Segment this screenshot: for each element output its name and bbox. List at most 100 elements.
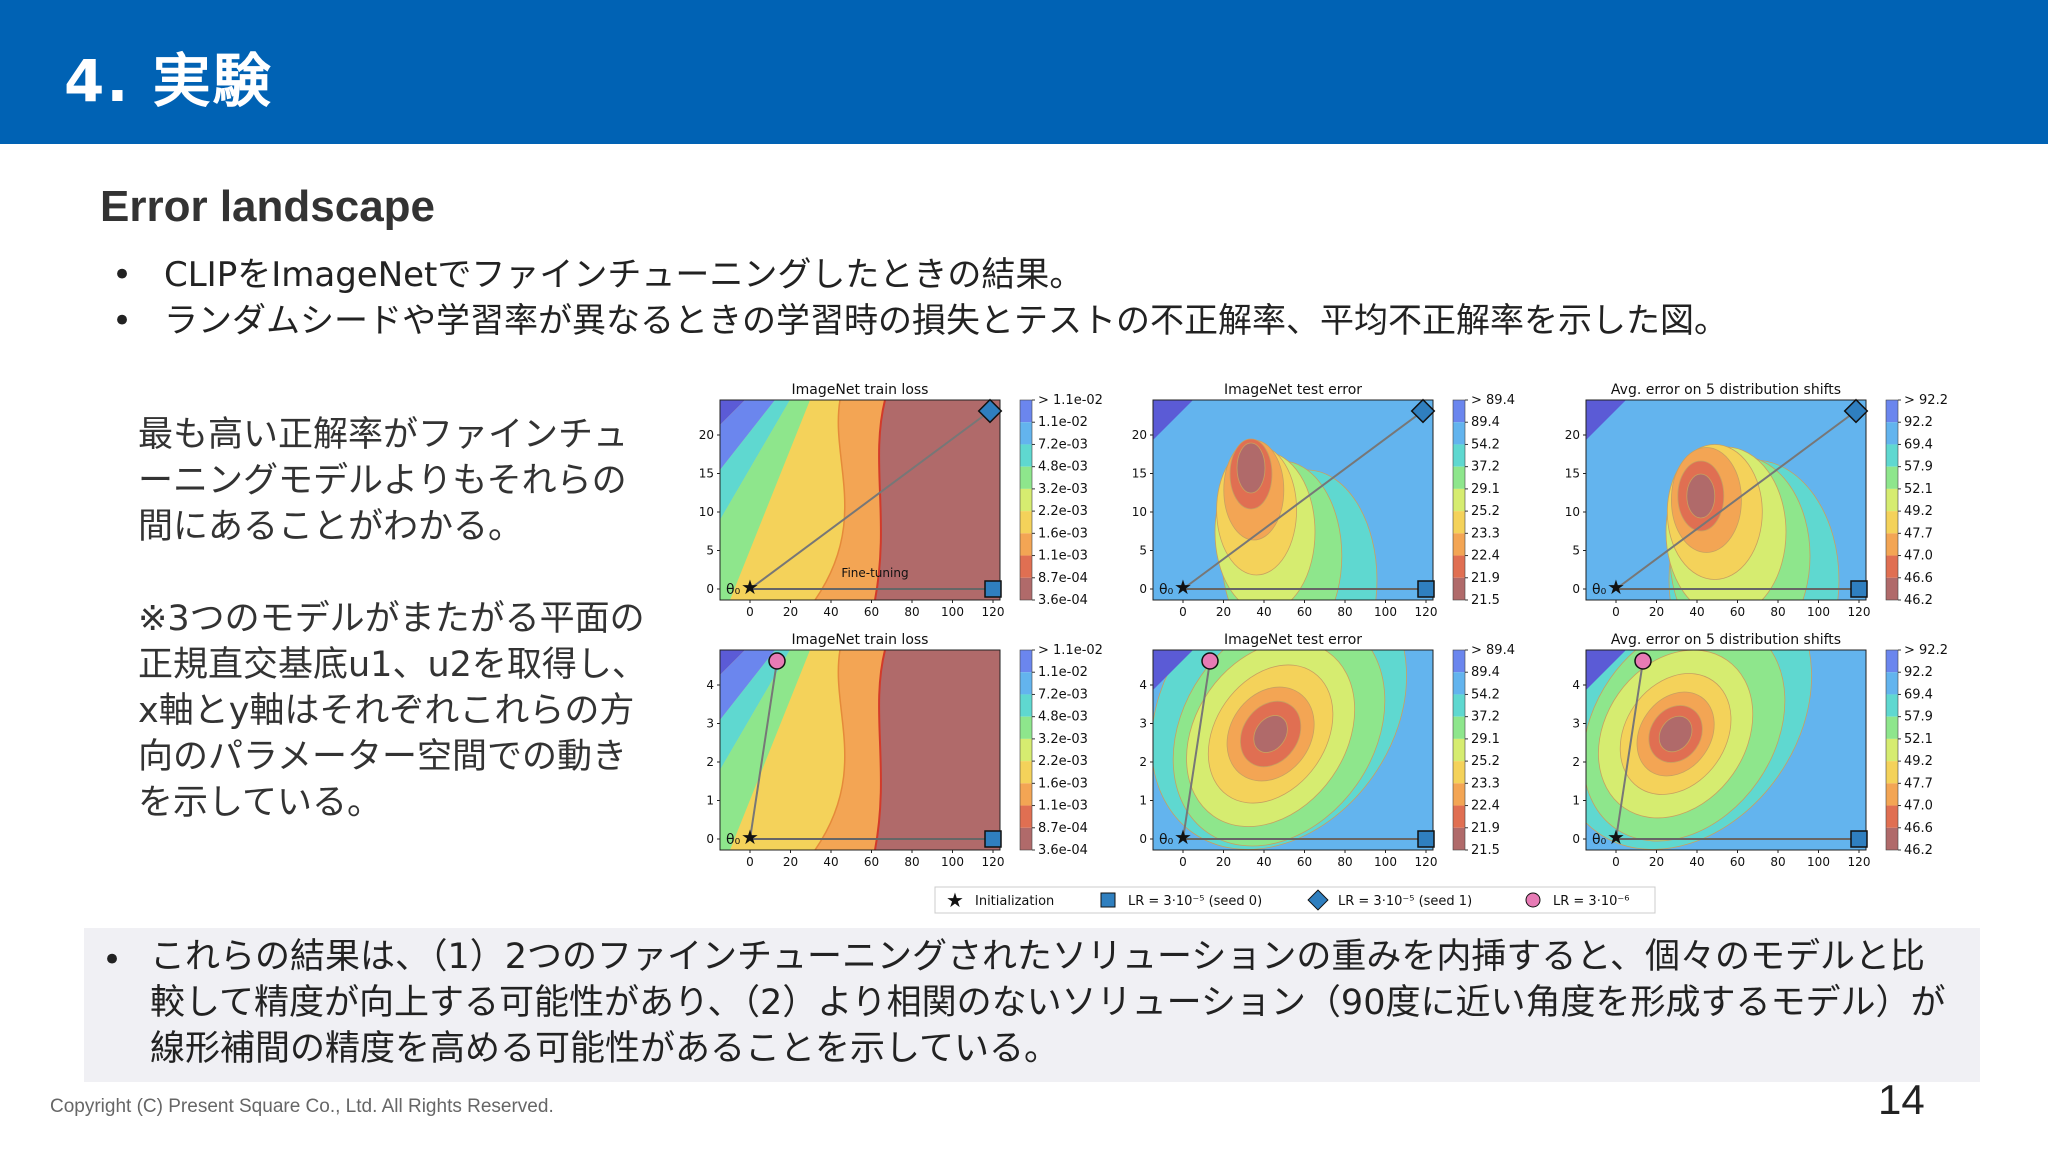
colorbar-segment xyxy=(1453,783,1465,806)
x-tick-label: 40 xyxy=(1256,855,1271,869)
x-tick-label: 20 xyxy=(1649,605,1664,619)
colorbar-label: 54.2 xyxy=(1471,687,1500,702)
legend-label: Initialization xyxy=(975,894,1054,909)
colorbar-label: 29.1 xyxy=(1471,732,1500,747)
colorbar-segment xyxy=(1453,761,1465,784)
panel-frame xyxy=(1152,649,1434,851)
legend-circle-icon xyxy=(1525,892,1541,908)
contour-band xyxy=(1586,400,1626,440)
x-tick-label: 20 xyxy=(1649,855,1664,869)
colorbar-segment xyxy=(1886,533,1898,556)
colorbar-frame xyxy=(1019,399,1033,601)
colorbar-segment xyxy=(1886,422,1898,445)
x-tick-label: 120 xyxy=(1848,855,1871,869)
contour-band xyxy=(720,650,810,850)
colorbar-label: 47.7 xyxy=(1904,776,1933,791)
colorbar-segment xyxy=(1020,694,1032,717)
colorbar-segment xyxy=(1453,511,1465,534)
panel-title: ImageNet train loss xyxy=(792,632,929,648)
colorbar-label: 92.2 xyxy=(1904,415,1933,430)
x-tick-label: 80 xyxy=(1770,855,1785,869)
x-tick-label: 100 xyxy=(941,605,964,619)
x-tick-label: 0 xyxy=(1179,855,1187,869)
lr-circle xyxy=(768,652,786,670)
theta-label: θ₀ xyxy=(1592,582,1607,598)
colorbar-label: 46.2 xyxy=(1904,843,1933,858)
colorbar-segment xyxy=(1453,466,1465,489)
bullet-item: ランダムシードや学習率が異なるときの学習時の損失とテストの不正解率、平均不正解率… xyxy=(112,298,1728,344)
y-tick-label: 10 xyxy=(1565,505,1580,519)
fine-tuning-label: Fine-tuning xyxy=(841,566,908,580)
colorbar-segment xyxy=(1020,466,1032,489)
colorbar-label: 1.6e-03 xyxy=(1038,526,1088,541)
colorbar-segment xyxy=(1453,555,1465,578)
colorbar-segment xyxy=(1020,555,1032,578)
colorbar-frame xyxy=(1019,649,1033,851)
x-tick-label: 80 xyxy=(1337,855,1352,869)
colorbar-frame xyxy=(1885,649,1899,851)
section-title: Error landscape xyxy=(100,182,436,231)
colorbar-label: > 89.4 xyxy=(1471,643,1515,658)
contour-line xyxy=(874,650,886,850)
colorbar-segment xyxy=(1020,783,1032,806)
side-paragraph-note: ※3つのモデルがまたがる平面の正規直交基底u1、u2を取得し、x軸とy軸はそれぞ… xyxy=(138,599,647,823)
y-tick-label: 0 xyxy=(706,582,714,596)
panel-frame xyxy=(1585,399,1867,601)
colorbar-label: 7.2e-03 xyxy=(1038,687,1088,702)
x-tick-label: 60 xyxy=(1730,605,1745,619)
interp-line xyxy=(1182,410,1424,590)
x-tick-label: 100 xyxy=(1807,855,1830,869)
y-tick-label: 10 xyxy=(1132,505,1147,519)
x-tick-label: 120 xyxy=(982,605,1005,619)
colorbar-segment xyxy=(1453,716,1465,739)
colorbar-label: 49.2 xyxy=(1904,504,1933,519)
colorbar-label: 8.7e-04 xyxy=(1038,821,1088,836)
colorbar-segment xyxy=(1886,400,1898,423)
x-tick-label: 80 xyxy=(1770,605,1785,619)
seed1-diamond xyxy=(977,398,1003,424)
y-tick-label: 4 xyxy=(1572,678,1580,692)
lr-circle xyxy=(1634,652,1652,670)
slide-title: 4. 実験 xyxy=(64,47,273,115)
x-tick-label: 100 xyxy=(941,855,964,869)
colorbar-label: > 92.2 xyxy=(1904,643,1948,658)
panel-frame xyxy=(719,649,1001,851)
panel-frame xyxy=(719,399,1001,601)
colorbar-label: 1.1e-03 xyxy=(1038,799,1088,814)
colorbar-label: 47.0 xyxy=(1904,549,1933,564)
x-tick-label: 80 xyxy=(904,605,919,619)
colorbar-label: 89.4 xyxy=(1471,415,1500,430)
colorbar-segment xyxy=(1020,422,1032,445)
colorbar-label: 2.2e-03 xyxy=(1038,754,1088,769)
contour-group xyxy=(720,650,1000,850)
contour-band xyxy=(720,400,810,600)
colorbar-segment xyxy=(1886,716,1898,739)
seed1-diamond xyxy=(1843,398,1869,424)
colorbar-segment xyxy=(1886,488,1898,512)
colorbar-segment xyxy=(1886,577,1898,600)
colorbar-segment xyxy=(1886,466,1898,489)
init-star: ★ xyxy=(1174,575,1192,599)
colorbar-label: 1.6e-03 xyxy=(1038,776,1088,791)
colorbar-frame xyxy=(1452,399,1466,601)
legend-diamond-icon xyxy=(1307,889,1329,911)
y-tick-label: 2 xyxy=(1139,755,1147,769)
x-tick-label: 40 xyxy=(823,605,838,619)
theta-label: θ₀ xyxy=(1592,832,1607,848)
colorbar-label: > 1.1e-02 xyxy=(1038,393,1103,408)
x-tick-label: 60 xyxy=(1297,855,1312,869)
y-tick-label: 15 xyxy=(699,467,714,481)
x-tick-label: 0 xyxy=(746,855,754,869)
colorbar-segment xyxy=(1020,400,1032,423)
y-tick-label: 2 xyxy=(706,755,714,769)
init-star: ★ xyxy=(741,825,759,849)
colorbar-segment xyxy=(1453,805,1465,828)
contour-line xyxy=(814,400,846,600)
colorbar-label: 3.6e-04 xyxy=(1038,593,1088,608)
contour-line xyxy=(814,650,846,850)
legend-star-icon: ★ xyxy=(946,888,964,912)
colorbar-label: 21.9 xyxy=(1471,571,1500,586)
y-tick-label: 0 xyxy=(1572,832,1580,846)
contour-group xyxy=(1153,400,1433,600)
x-tick-label: 40 xyxy=(1689,605,1704,619)
